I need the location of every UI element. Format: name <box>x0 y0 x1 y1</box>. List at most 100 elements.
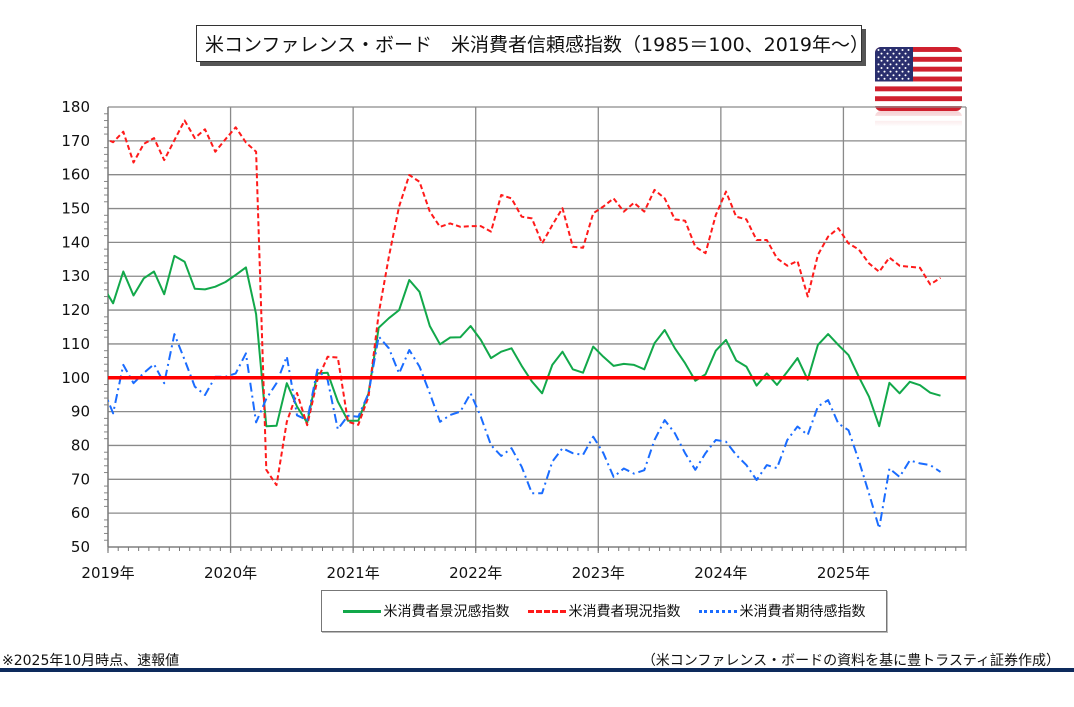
y-tick-label: 150 <box>61 200 90 218</box>
legend-swatch-present <box>527 609 566 613</box>
line-chart: 50 60 70 80 90 100 110 120 130 140 150 160 170 180 201… <box>61 98 967 582</box>
flag-star <box>877 77 880 80</box>
flag-star <box>886 67 889 69</box>
y-tick-label: 120 <box>61 301 90 319</box>
flag-stripe <box>875 76 962 82</box>
y-tick-label: 60 <box>71 504 90 522</box>
flag-star <box>895 49 898 51</box>
flag-star <box>907 56 910 59</box>
flag-star <box>889 77 892 80</box>
flag-star <box>880 67 883 69</box>
flag-stripe <box>875 81 962 87</box>
y-tick-label: 160 <box>61 166 90 184</box>
footnote: ※2025年10月時点、速報値 <box>2 653 180 669</box>
flag-star <box>886 74 889 77</box>
flag-star <box>895 63 898 66</box>
flag-star <box>898 74 901 77</box>
flag-star <box>877 49 880 51</box>
y-tick-label: 140 <box>61 233 90 251</box>
flag-star <box>883 70 886 73</box>
flag-star <box>889 49 892 51</box>
flag-stripe <box>875 51 962 58</box>
flag-star <box>901 77 904 80</box>
x-tick-label: 2019年 <box>81 564 134 582</box>
flag-star <box>886 59 889 62</box>
legend-swatch-confidence <box>342 609 381 613</box>
legend: 米消費者景況感指数 米消費者現況指数 米消費者期待感指数 <box>321 590 887 632</box>
flag-star <box>904 67 907 69</box>
flag-star <box>895 56 898 59</box>
y-tick-label: 70 <box>71 470 90 488</box>
flag-star <box>895 70 898 73</box>
y-tick-label: 90 <box>71 403 90 421</box>
flag-star <box>898 59 901 62</box>
flag-star <box>901 56 904 59</box>
y-tick-label: 170 <box>61 132 90 150</box>
legend-label: 米消費者現況指数 <box>568 604 681 620</box>
legend-label: 米消費者期待感指数 <box>739 604 866 620</box>
series-line-present <box>108 119 942 487</box>
x-tick-label: 2020年 <box>204 564 257 582</box>
legend-item-present: 米消費者現況指数 <box>527 601 681 621</box>
flag-star <box>901 63 904 66</box>
flag-star <box>883 77 886 80</box>
flag-stripe <box>875 47 962 53</box>
flag-star <box>892 67 895 69</box>
x-tick-label: 2021年 <box>327 564 380 582</box>
flag-star <box>889 56 892 59</box>
flag-star <box>880 52 883 55</box>
y-tick-label: 100 <box>61 369 90 387</box>
flag-star <box>904 59 907 62</box>
legend-item-expectations: 米消費者期待感指数 <box>698 601 866 621</box>
flag-star <box>883 56 886 59</box>
flag-stripe <box>875 56 962 63</box>
flag-star <box>895 77 898 80</box>
flag-star <box>898 67 901 69</box>
flag-star <box>889 70 892 73</box>
flag-star <box>904 52 907 55</box>
chart-title: 米コンファレンス・ボード 米消費者信頼感指数（1985＝100、2019年～） <box>196 25 869 62</box>
x-tick-label: 2025年 <box>817 564 870 582</box>
flag-star <box>907 49 910 51</box>
flag-stripe <box>875 71 962 77</box>
flag-star <box>880 59 883 62</box>
flag-star <box>907 63 910 66</box>
flag-star <box>892 74 895 77</box>
flag-stripe <box>875 101 962 107</box>
legend-item-confidence: 米消費者景況感指数 <box>342 601 510 621</box>
flag-star <box>892 59 895 62</box>
legend-label: 米消費者景況感指数 <box>383 604 510 620</box>
footer-divider <box>0 668 1074 672</box>
y-tick-label: 180 <box>61 98 90 116</box>
flag-star <box>907 70 910 73</box>
y-tick-label: 110 <box>61 335 90 353</box>
y-tick-label: 50 <box>71 538 90 556</box>
flag-star <box>877 56 880 59</box>
series-line-expectations <box>108 333 942 530</box>
flag-star <box>889 63 892 66</box>
flag-stripe <box>875 86 962 92</box>
x-tick-label: 2024年 <box>694 564 747 582</box>
flag-star <box>877 70 880 73</box>
flag-star <box>907 77 910 80</box>
flag-star <box>886 52 889 55</box>
flag-stripe <box>875 96 962 102</box>
flag-star <box>892 52 895 55</box>
flag-stripe <box>875 61 962 67</box>
source-credit: （米コンファレンス・ボードの資料を基に豊トラスティ証券作成） <box>641 653 1060 669</box>
flag-star <box>877 63 880 66</box>
legend-swatch-expectations <box>698 609 737 613</box>
flag-star <box>901 49 904 51</box>
x-tick-label: 2023年 <box>572 564 625 582</box>
flag-star <box>898 52 901 55</box>
flag-star <box>883 49 886 51</box>
y-tick-label: 130 <box>61 267 90 285</box>
us-flag-icon <box>875 47 963 127</box>
flag-star <box>904 74 907 77</box>
y-tick-label: 80 <box>71 436 90 454</box>
flag-star <box>880 74 883 77</box>
x-tick-label: 2022年 <box>449 564 502 582</box>
flag-stripe <box>875 66 962 72</box>
flag-star <box>901 70 904 73</box>
flag-star <box>883 63 886 66</box>
